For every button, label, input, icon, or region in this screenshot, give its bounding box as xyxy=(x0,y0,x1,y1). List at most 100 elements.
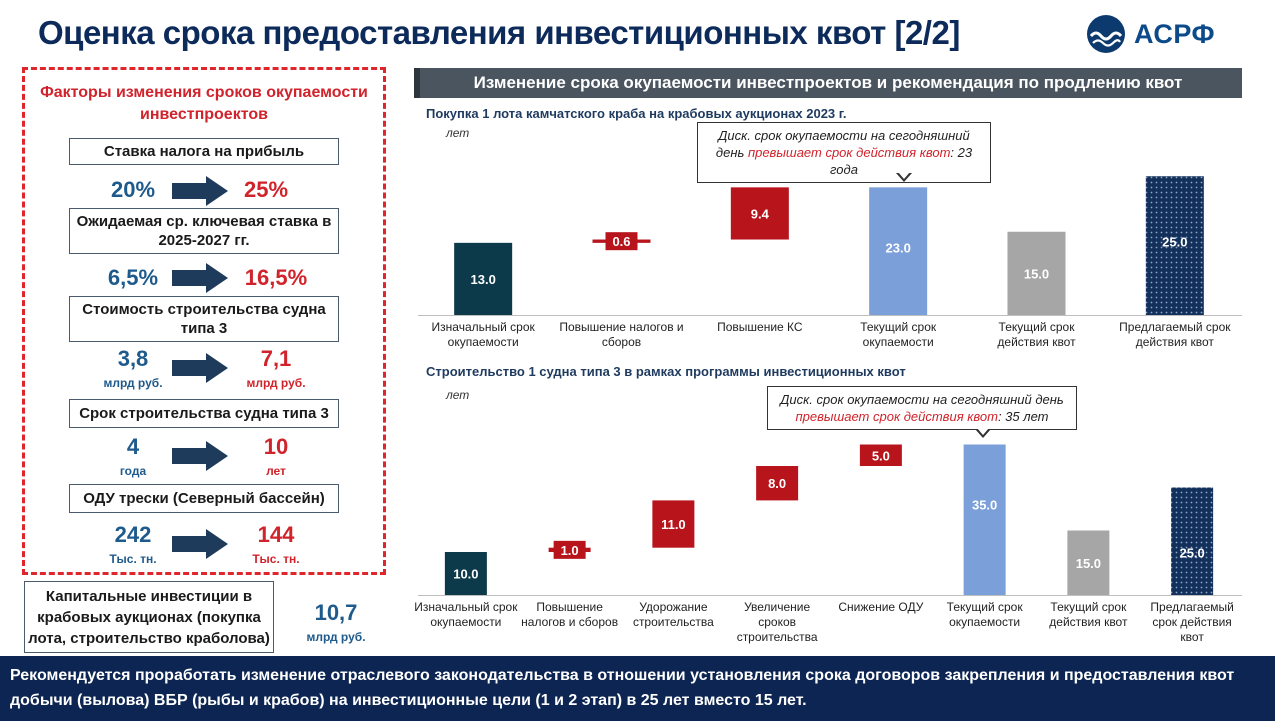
chart-category-label: сроков xyxy=(758,615,796,629)
callout-text: : 23 года xyxy=(830,145,973,177)
chart-data-label: 0.6 xyxy=(612,234,630,249)
chart-bar-group: 25.0 xyxy=(1145,176,1204,315)
logo: АСРФ xyxy=(1086,14,1215,54)
chart-bar-group: 15.0 xyxy=(1067,530,1110,595)
chart-bar xyxy=(859,444,902,466)
right-panel-header: Изменение срока окупаемости инвестпроект… xyxy=(414,68,1242,98)
chart-data-label: 13.0 xyxy=(471,272,496,287)
arrow-right-icon xyxy=(172,529,228,559)
chart-category-label: налогов и сборов xyxy=(521,615,618,629)
chart-bar xyxy=(963,444,1006,595)
capex-label: Капитальные инвестиции в крабовых аукцио… xyxy=(24,581,274,653)
chart-category-label: срок действия xyxy=(1152,615,1231,629)
chart1-callout: Диск. срок окупаемости на сегодняшний де… xyxy=(697,122,991,183)
chart-data-label: 25.0 xyxy=(1179,546,1204,561)
factor-new-value: 144 xyxy=(257,522,295,547)
chart-category-label: Удорожание xyxy=(639,600,708,614)
chart-category-label: Увеличение xyxy=(744,600,810,614)
factor-new-unit: лет xyxy=(266,464,286,478)
callout-text: : 35 лет xyxy=(997,409,1049,424)
factor-new-unit: Тыс. тн. xyxy=(252,552,300,566)
factor-old-value: 6,5% xyxy=(107,265,159,290)
factor-new-value: 25% xyxy=(243,177,289,202)
arrow-right-icon xyxy=(172,353,228,383)
chart-category-label: Текущий срок xyxy=(947,600,1024,614)
chart-data-label-box xyxy=(605,232,638,251)
chart-category-label: Предлагаемый срок xyxy=(1119,320,1231,334)
factor-old-unit: млрд руб. xyxy=(103,376,163,390)
chart-bar xyxy=(444,552,487,595)
chart2-subtitle: Строительство 1 судна типа 3 в рамках пр… xyxy=(426,364,906,379)
chart-bar-group: 1.0 xyxy=(548,540,591,559)
chart-category-label: Изначальный срок xyxy=(414,600,518,614)
chart-data-label: 5.0 xyxy=(872,448,890,463)
callout-tail xyxy=(898,172,910,179)
factor-label: Стоимость строительства судна типа 3 xyxy=(69,296,339,342)
chart-bar xyxy=(1067,530,1110,595)
chart-data-label: 25.0 xyxy=(1162,234,1187,249)
chart-bar xyxy=(454,242,513,315)
chart-bar xyxy=(1007,231,1066,315)
factor-new-value: 16,5% xyxy=(244,265,308,290)
callout-red-text: превышает срок действия квот xyxy=(747,145,951,160)
factor-old-value: 3,8 xyxy=(117,346,149,371)
chart-category-label: Текущий срок xyxy=(860,320,937,334)
factor-label: Срок строительства судна типа 3 xyxy=(69,399,339,428)
chart-bar xyxy=(756,466,799,501)
callout-tail xyxy=(977,428,989,435)
chart-bar xyxy=(1145,176,1204,315)
chart-category-label: окупаемости xyxy=(949,615,1020,629)
chart-bar-group: 15.0 xyxy=(1007,231,1066,315)
chart-category-label: Текущий срок xyxy=(999,320,1076,334)
chart2-callout: Диск. срок окупаемости на сегодняшний де… xyxy=(767,386,1077,430)
chart-data-label: 23.0 xyxy=(886,240,911,255)
chart-bar-group: 23.0 xyxy=(869,187,928,315)
chart-bar-group: 9.4 xyxy=(730,187,789,240)
chart-data-label: 1.0 xyxy=(561,543,579,558)
factor-old-value: 4 xyxy=(126,434,140,459)
chart-bar-group: 13.0 xyxy=(454,242,513,315)
capex-unit: млрд руб. xyxy=(306,630,366,644)
factor-new-unit: млрд руб. xyxy=(246,376,306,390)
header-accent xyxy=(414,68,420,98)
chart-category-label: Повышение налогов и xyxy=(559,320,683,334)
chart-data-label: 8.0 xyxy=(768,476,786,491)
arrow-right-icon xyxy=(172,441,228,471)
chart1-subtitle: Покупка 1 лота камчатского краба на краб… xyxy=(426,106,847,121)
factor-label: ОДУ трески (Северный бассейн) xyxy=(69,484,339,513)
chart-bar xyxy=(730,187,789,240)
factor-old-unit: года xyxy=(119,464,147,478)
factors-title: Факторы изменения сроков окупаемости инв… xyxy=(40,84,368,123)
callout-line: превышает срок действия квот: 35 лет xyxy=(776,408,1068,425)
callout-line: день превышает срок действия квот: 23 го… xyxy=(706,144,982,178)
chart-category-label: строительства xyxy=(737,630,818,644)
chart-bar-group: 11.0 xyxy=(652,500,695,548)
chart2-unit: лет xyxy=(446,388,470,402)
chart-bar-group: 5.0 xyxy=(859,444,902,466)
chart-category-label: Предлагаемый xyxy=(1150,600,1233,614)
chart-category-label: сборов xyxy=(602,335,641,349)
arrow-right-icon xyxy=(172,176,228,206)
chart-category-label: действия квот xyxy=(1049,615,1128,629)
right-panel-header-text: Изменение срока окупаемости инвестпроект… xyxy=(473,73,1183,92)
chart-data-label: 9.4 xyxy=(751,206,770,221)
factor-new-value: 10 xyxy=(263,434,289,459)
chart-category-label: квот xyxy=(1180,630,1204,644)
recommendation-footer: Рекомендуется проработать изменение отра… xyxy=(0,656,1275,721)
chart-data-label: 15.0 xyxy=(1024,266,1049,281)
callout-red-text: превышает срок действия квот xyxy=(795,409,998,424)
factor-old-value: 242 xyxy=(114,522,152,547)
chart-bar-group: 35.0 xyxy=(963,444,1006,595)
wave-logo-icon xyxy=(1087,15,1125,53)
chart-data-label: 15.0 xyxy=(1076,556,1101,571)
chart-category-label: действия квот xyxy=(997,335,1076,349)
chart-category-label: действия квот xyxy=(1136,335,1215,349)
factor-label: Ожидаемая ср. ключевая ставка в 2025-202… xyxy=(69,208,339,254)
chart-category-label: окупаемости xyxy=(863,335,934,349)
chart-data-label: 35.0 xyxy=(972,498,997,513)
chart-category-label: Повышение xyxy=(536,600,603,614)
chart-category-label: Повышение КС xyxy=(717,320,803,334)
chart-bar xyxy=(1171,487,1214,595)
